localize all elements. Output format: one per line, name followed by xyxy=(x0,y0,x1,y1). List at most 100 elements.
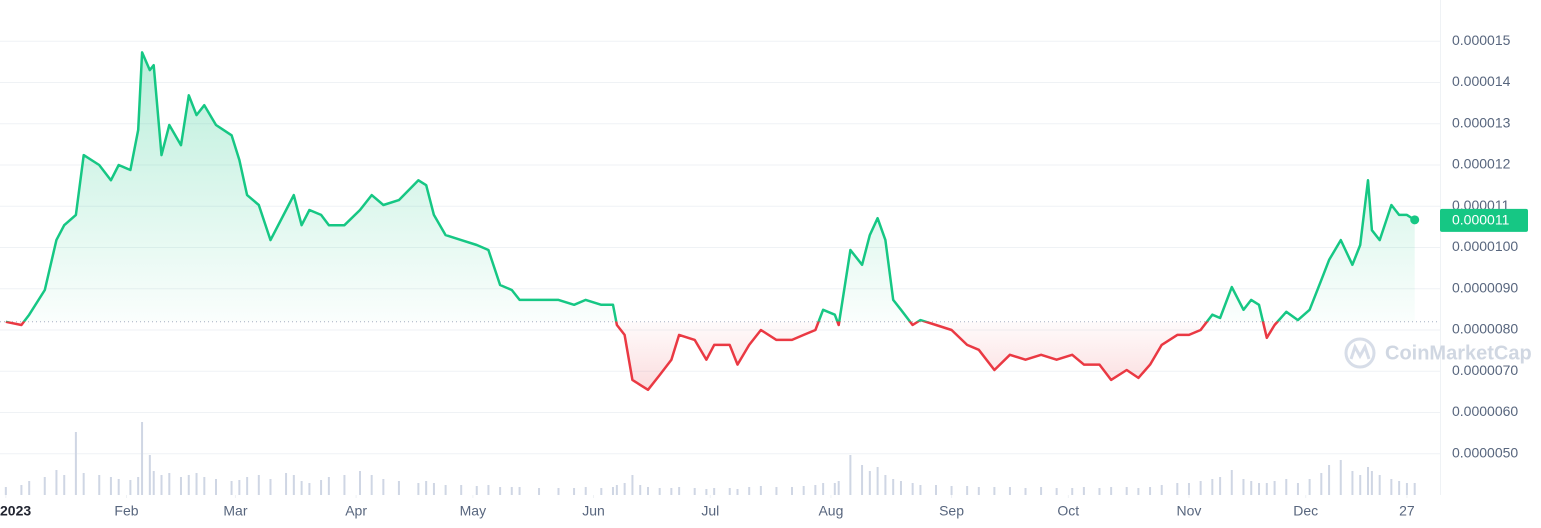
volume-bar xyxy=(499,487,502,495)
volume-bar xyxy=(432,483,435,495)
price-tag-label: 0.000011 xyxy=(1452,212,1510,228)
x-tick-label: 27 xyxy=(1399,503,1415,519)
volume-bar xyxy=(257,475,260,495)
volume-bar xyxy=(736,489,739,495)
volume-bar xyxy=(861,465,864,495)
x-tick-label: 2023 xyxy=(0,503,31,519)
volume-bar xyxy=(1339,460,1342,495)
price-tag xyxy=(1440,208,1528,232)
volume-bar xyxy=(1160,485,1163,495)
volume-bar xyxy=(359,471,361,495)
x-tick-label: Jun xyxy=(582,503,605,519)
volume-bar xyxy=(1125,487,1128,495)
volume-bar xyxy=(98,475,101,495)
volume-bar xyxy=(899,481,902,495)
volume-bar xyxy=(849,455,852,495)
volume-bar xyxy=(510,487,513,495)
volume-bar xyxy=(215,479,217,495)
volume-bar xyxy=(343,475,346,495)
volume-bar xyxy=(775,487,778,495)
volume-bar xyxy=(152,471,155,495)
volume-bar xyxy=(950,486,953,495)
x-tick-label: Oct xyxy=(1057,503,1079,519)
y-tick-label: 0.0000060 xyxy=(1452,403,1518,419)
volume-bar xyxy=(1071,488,1074,495)
volume-bar xyxy=(1199,481,1202,495)
volume-bar xyxy=(611,487,614,495)
volume-bar xyxy=(1359,475,1362,495)
volume-bar xyxy=(748,487,751,495)
volume-bar xyxy=(1265,483,1268,495)
volume-bar xyxy=(1024,488,1027,495)
volume-bar xyxy=(728,488,731,495)
y-tick-label: 0.0000050 xyxy=(1452,444,1518,460)
x-tick-label: Sep xyxy=(939,503,964,519)
y-tick-label: 0.000015 xyxy=(1452,32,1511,48)
volume-bar xyxy=(1149,487,1152,495)
watermark-text: CoinMarketCap xyxy=(1385,342,1532,364)
volume-bar xyxy=(1285,479,1288,495)
x-tick-label: Mar xyxy=(223,503,247,519)
last-point xyxy=(1410,215,1420,225)
watermark: CoinMarketCap xyxy=(1344,337,1532,369)
volume-bar xyxy=(4,487,7,495)
y-tick-label: 0.000014 xyxy=(1452,73,1511,89)
volume-bar xyxy=(397,481,400,495)
volume-bar xyxy=(160,475,163,495)
volume-bar xyxy=(884,475,887,495)
volume-bar xyxy=(1211,479,1214,495)
volume-bar xyxy=(868,471,871,495)
volume-bar xyxy=(892,479,895,495)
volume-bar xyxy=(791,487,793,495)
volume-bar xyxy=(1370,471,1373,495)
volume-bar xyxy=(557,488,560,495)
volume-bar xyxy=(538,488,541,495)
x-tick-label: Dec xyxy=(1293,503,1318,519)
volume-bar xyxy=(658,488,661,495)
volume-bar xyxy=(814,485,817,495)
volume-bar xyxy=(425,481,428,495)
y-tick-label: 0.000012 xyxy=(1452,156,1511,172)
volume-bar xyxy=(759,486,762,495)
volume-bar xyxy=(269,479,272,495)
volume-bar xyxy=(238,480,241,495)
volume-bar xyxy=(1367,467,1369,495)
volume-bar xyxy=(600,488,603,495)
volume-bar xyxy=(74,432,77,495)
volume-bar xyxy=(370,475,373,495)
volume-bar xyxy=(1187,483,1190,495)
volume-bar xyxy=(1413,483,1416,495)
volume-bar xyxy=(1230,470,1233,495)
y-tick-label: 0.0000090 xyxy=(1452,279,1518,295)
volume-bar xyxy=(977,487,980,495)
volume-bar xyxy=(63,475,66,495)
volume-bar xyxy=(713,488,716,495)
price-area xyxy=(5,52,1415,390)
volume-bar xyxy=(129,480,132,495)
volume-bar xyxy=(327,477,330,495)
volume-bar xyxy=(1258,483,1261,495)
volume-bar xyxy=(43,477,46,495)
volume-bar xyxy=(82,473,85,495)
volume-bar xyxy=(203,477,206,495)
volume-bar xyxy=(1040,487,1043,495)
volume-bar xyxy=(1320,473,1323,495)
volume-bar xyxy=(230,481,233,495)
volume-bar xyxy=(28,481,31,495)
watermark-logo xyxy=(1344,337,1376,369)
volume-bar xyxy=(639,485,642,495)
volume-bar xyxy=(876,467,879,495)
volume-bar xyxy=(320,480,323,495)
y-tick-label: 0.000013 xyxy=(1452,114,1511,130)
x-tick-label: May xyxy=(460,503,486,519)
volume-bar xyxy=(1137,488,1140,495)
volume-bar xyxy=(195,473,198,495)
volume-bar xyxy=(179,477,182,495)
volume-bar xyxy=(417,483,420,495)
volume-bar xyxy=(1250,481,1253,495)
x-tick-label: Aug xyxy=(818,503,843,519)
y-tick-label: 0.0000100 xyxy=(1452,238,1518,254)
volume-bar xyxy=(300,481,303,495)
volume-bar xyxy=(460,485,463,495)
